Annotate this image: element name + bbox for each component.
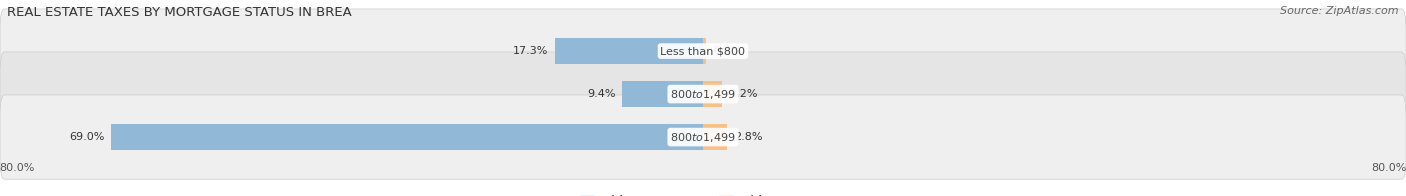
FancyBboxPatch shape <box>0 52 1406 136</box>
Text: 9.4%: 9.4% <box>588 89 616 99</box>
Text: 17.3%: 17.3% <box>512 46 548 56</box>
FancyBboxPatch shape <box>0 9 1406 93</box>
Text: Less than $800: Less than $800 <box>661 46 745 56</box>
Bar <box>555 38 703 64</box>
Text: REAL ESTATE TAXES BY MORTGAGE STATUS IN BREA: REAL ESTATE TAXES BY MORTGAGE STATUS IN … <box>7 6 351 19</box>
Text: 2.8%: 2.8% <box>734 132 762 142</box>
Text: $800 to $1,499: $800 to $1,499 <box>671 88 735 101</box>
Bar <box>111 124 703 150</box>
Text: Source: ZipAtlas.com: Source: ZipAtlas.com <box>1281 6 1399 16</box>
Bar <box>703 81 721 107</box>
Text: 69.0%: 69.0% <box>69 132 104 142</box>
Bar <box>703 38 706 64</box>
Text: 0.4%: 0.4% <box>713 46 741 56</box>
Text: 2.2%: 2.2% <box>728 89 758 99</box>
Text: $800 to $1,499: $800 to $1,499 <box>671 131 735 144</box>
FancyBboxPatch shape <box>0 95 1406 179</box>
Bar <box>623 81 703 107</box>
Legend: Without Mortgage, With Mortgage: Without Mortgage, With Mortgage <box>575 191 831 196</box>
Bar <box>703 124 727 150</box>
